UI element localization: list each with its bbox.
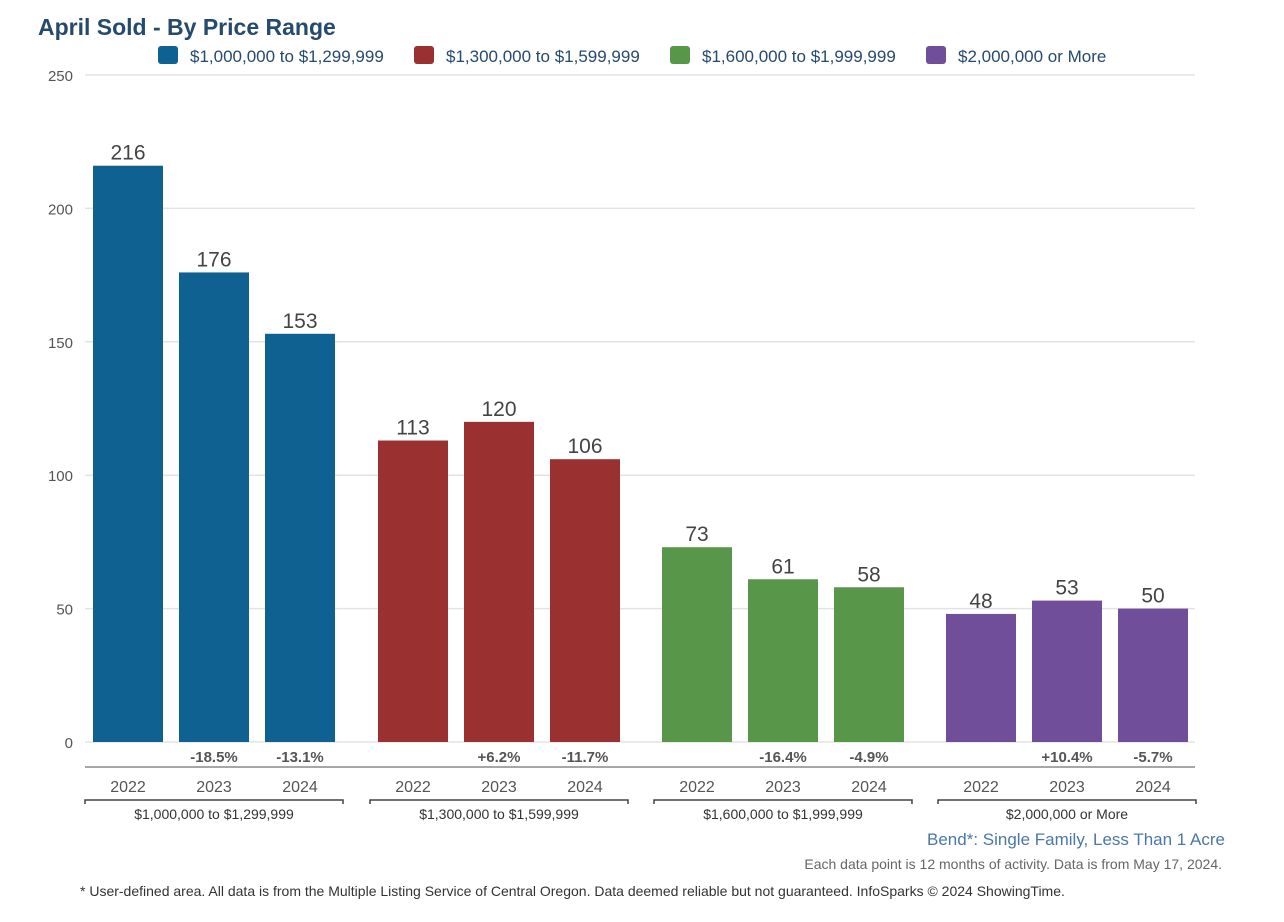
group-label: $1,300,000 to $1,599,999 — [419, 806, 579, 822]
bar — [464, 421, 534, 742]
bar — [748, 579, 818, 742]
change-label: -11.7% — [562, 749, 609, 766]
data-label: 106 — [567, 435, 602, 458]
footer-disclaimer: * User-defined area. All data is from th… — [80, 883, 1065, 899]
data-label: 153 — [282, 310, 317, 333]
legend-label: $1,000,000 to $1,299,999 — [190, 47, 384, 66]
bars: 216 176 153 113 120 106 73 61 58 48 53 50 — [93, 142, 1188, 742]
data-label: 61 — [771, 555, 794, 578]
x-tick-label: 2022 — [679, 779, 715, 796]
legend-swatch — [158, 46, 178, 64]
x-tick-label: 2022 — [963, 779, 999, 796]
data-label: 216 — [110, 142, 145, 165]
bar — [93, 165, 163, 742]
y-tick-label: 200 — [48, 201, 73, 218]
legend-label: $1,600,000 to $1,999,999 — [702, 47, 896, 66]
bar — [946, 613, 1016, 742]
x-tick-label: 2023 — [765, 779, 801, 796]
bar — [834, 587, 904, 742]
data-label: 176 — [196, 248, 231, 271]
data-label: 50 — [1141, 585, 1164, 608]
x-tick-label: 2023 — [1049, 779, 1085, 796]
group-bracket — [937, 799, 1197, 804]
legend-swatch — [926, 46, 946, 64]
bar — [265, 333, 335, 742]
change-label: -16.4% — [759, 749, 807, 766]
y-tick-label: 0 — [65, 735, 73, 752]
change-label: +6.2% — [478, 749, 521, 766]
change-label: +10.4% — [1041, 749, 1092, 766]
x-tick-label: 2023 — [196, 779, 232, 796]
legend-swatch — [670, 46, 690, 64]
x-axis: 2022 -18.5% 2023 -13.1% 2024 $1,000,000 to $1… — [84, 749, 1197, 822]
x-tick-label: 2024 — [1135, 779, 1171, 796]
change-label: -4.9% — [849, 749, 888, 766]
legend: $1,000,000 to $1,299,999 $1,300,000 to $1… — [158, 46, 1106, 66]
change-label: -18.5% — [190, 749, 238, 766]
group-bracket — [369, 799, 629, 804]
group-label: $1,000,000 to $1,299,999 — [134, 806, 294, 822]
y-tick-label: 150 — [48, 335, 73, 352]
data-label: 53 — [1055, 577, 1078, 600]
data-label: 73 — [685, 523, 708, 546]
area-label: Bend*: Single Family, Less Than 1 Acre — [927, 830, 1225, 849]
change-label: -13.1% — [276, 749, 324, 766]
bar — [1118, 608, 1188, 742]
data-label: 48 — [969, 590, 992, 613]
x-tick-label: 2022 — [395, 779, 431, 796]
x-tick-label: 2024 — [282, 779, 318, 796]
grid: 0 50 100 150 200 250 — [48, 68, 1195, 752]
legend-label: $2,000,000 or More — [958, 47, 1106, 66]
bar — [662, 547, 732, 742]
data-label: 120 — [481, 398, 516, 421]
bar — [378, 440, 448, 742]
chart-title: April Sold - By Price Range — [38, 14, 336, 40]
group-bracket — [653, 799, 913, 804]
bar — [179, 272, 249, 742]
x-tick-label: 2024 — [851, 779, 887, 796]
data-note: Each data point is 12 months of activity… — [804, 856, 1222, 872]
x-tick-label: 2024 — [567, 779, 603, 796]
group-label: $2,000,000 or More — [1006, 806, 1128, 822]
bar — [1032, 600, 1102, 742]
y-tick-label: 250 — [48, 68, 73, 85]
legend-swatch — [414, 46, 434, 64]
x-tick-label: 2022 — [110, 779, 146, 796]
group-bracket — [84, 799, 344, 804]
y-tick-label: 50 — [56, 602, 73, 619]
legend-label: $1,300,000 to $1,599,999 — [446, 47, 640, 66]
x-tick-label: 2023 — [481, 779, 517, 796]
group-label: $1,600,000 to $1,999,999 — [703, 806, 863, 822]
y-tick-label: 100 — [48, 468, 73, 485]
change-label: -5.7% — [1133, 749, 1172, 766]
data-label: 113 — [396, 417, 429, 440]
data-label: 58 — [857, 563, 880, 586]
bar — [550, 459, 620, 742]
